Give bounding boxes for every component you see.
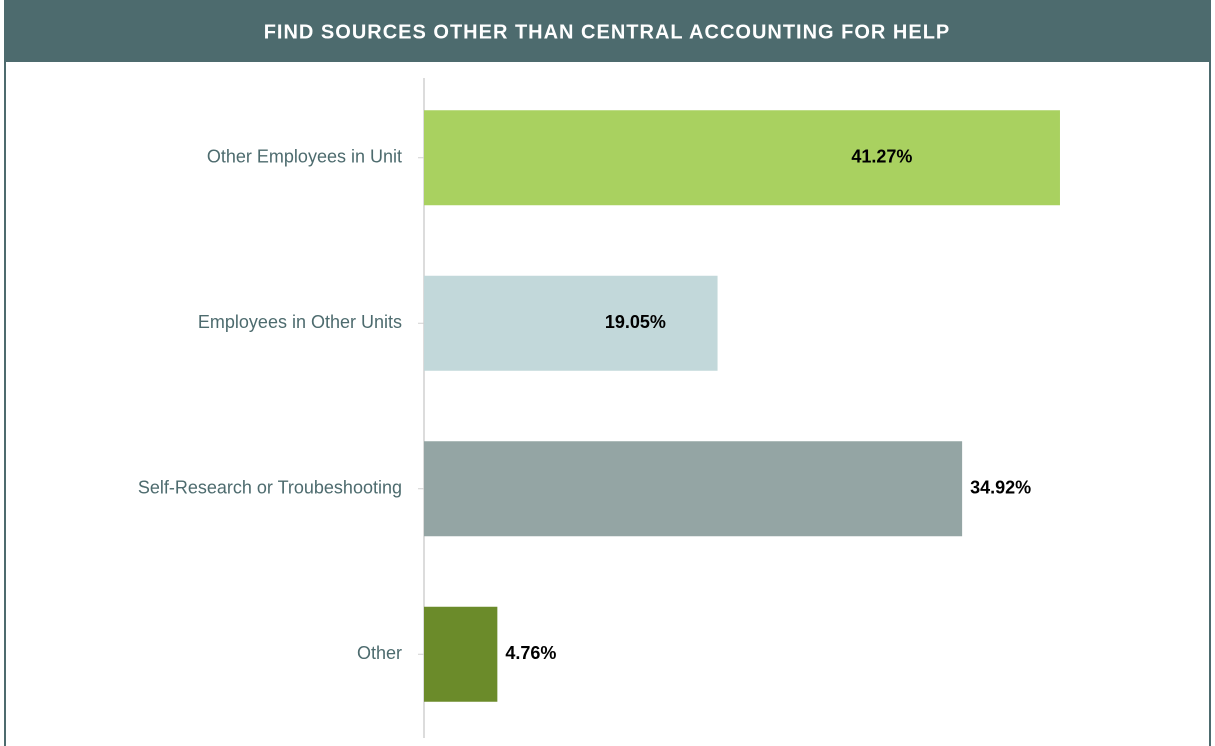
bar bbox=[424, 275, 718, 371]
y-tick-label: Employees in Other Units bbox=[198, 312, 402, 332]
data-label: 19.05% bbox=[605, 312, 666, 332]
bar bbox=[424, 110, 1060, 206]
bar bbox=[424, 441, 963, 537]
data-label: 41.27% bbox=[851, 147, 912, 167]
data-label: 34.92% bbox=[970, 478, 1031, 498]
y-tick-label: Other Employees in Unit bbox=[207, 147, 402, 167]
y-tick-label: Self-Research or Troubeshooting bbox=[138, 478, 402, 498]
data-label: 4.76% bbox=[505, 643, 556, 663]
title-bar bbox=[4, 0, 1211, 62]
y-tick-label: Other bbox=[357, 643, 402, 663]
bar bbox=[424, 606, 498, 702]
chart-title: FIND SOURCES OTHER THAN CENTRAL ACCOUNTI… bbox=[264, 21, 951, 43]
